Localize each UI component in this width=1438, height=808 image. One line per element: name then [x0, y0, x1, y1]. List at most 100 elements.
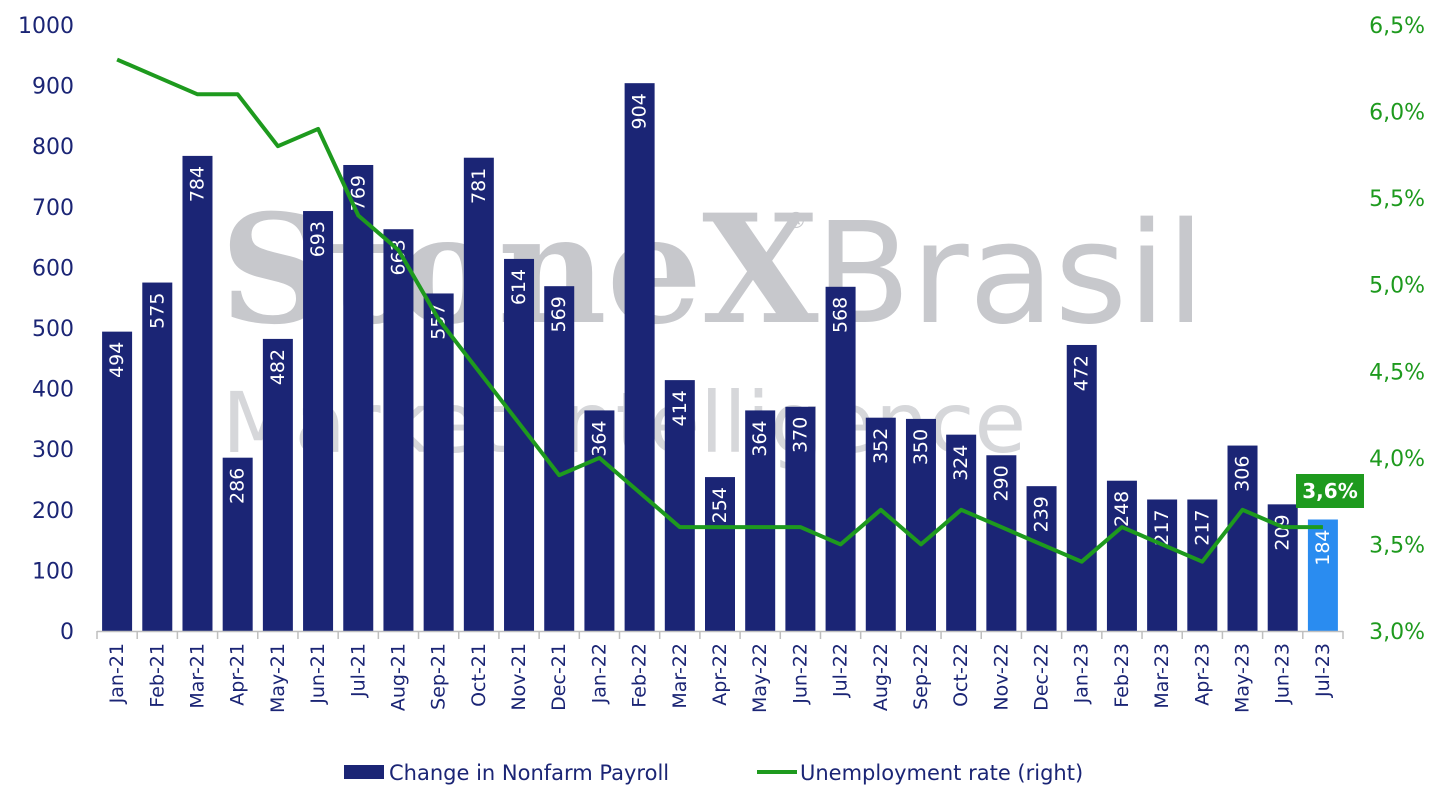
bar-value-label: 254	[709, 487, 731, 523]
bar-value-label: 414	[669, 390, 691, 426]
last-value-callout: 3,6%	[1296, 474, 1364, 508]
x-tick-label: Sep-22	[910, 643, 932, 710]
x-tick-label: Aug-21	[387, 643, 409, 711]
legend-bar-label: Change in Nonfarm Payroll	[389, 761, 669, 785]
right-tick-label: 6,5%	[1369, 14, 1425, 39]
x-tick-label: Mar-21	[186, 643, 208, 709]
right-tick-label: 5,5%	[1369, 187, 1425, 212]
payroll-bar	[946, 434, 977, 631]
x-tick-label: Jan-22	[588, 643, 610, 704]
payroll-bar	[584, 410, 615, 631]
left-tick-label: 1000	[18, 14, 74, 39]
bar-value-label: 575	[146, 293, 168, 329]
payroll-bar	[865, 417, 896, 631]
right-tick-label: 6,0%	[1369, 101, 1425, 126]
x-tick-label: Jul-22	[830, 643, 852, 698]
payroll-bar	[142, 282, 173, 631]
x-tick-label: Jul-23	[1312, 643, 1334, 698]
left-tick-label: 400	[32, 378, 74, 403]
left-tick-label: 900	[32, 75, 74, 100]
bar-value-label: 364	[749, 420, 771, 456]
payroll-bar	[825, 286, 856, 631]
bar-value-label: 784	[186, 166, 208, 202]
payroll-bar	[222, 457, 253, 631]
payroll-bar	[1307, 519, 1338, 631]
payroll-bar	[262, 338, 293, 631]
bar-value-label: 781	[468, 168, 490, 204]
x-tick-label: Apr-22	[709, 643, 731, 706]
bar-value-label: 693	[307, 221, 329, 257]
bar-labels: 4945757842864826937696635577816145693649…	[106, 93, 1334, 566]
left-tick-label: 600	[32, 256, 74, 281]
left-tick-label: 500	[32, 317, 74, 342]
bar-value-label: 494	[106, 342, 128, 378]
bar-value-label: 904	[629, 93, 651, 129]
left-tick-label: 700	[32, 196, 74, 221]
payroll-bar	[1106, 480, 1137, 631]
left-tick-label: 100	[32, 559, 74, 584]
payroll-bar	[383, 229, 414, 632]
right-tick-label: 5,0%	[1369, 274, 1425, 299]
bar-value-label: 614	[508, 269, 530, 305]
payroll-bar	[905, 418, 936, 631]
bar-value-label: 290	[990, 465, 1012, 501]
x-tick-label: Nov-21	[508, 643, 530, 711]
payroll-bar	[544, 286, 575, 631]
x-tick-label: Apr-23	[1191, 643, 1213, 706]
right-y-axis: 3,0% 3,5% 4,0% 4,5% 5,0% 5,5% 6,0% 6,5%	[1369, 14, 1425, 645]
left-tick-label: 800	[32, 135, 74, 160]
bar-value-label: 370	[789, 417, 811, 453]
legend-line-label: Unemployment rate (right)	[800, 761, 1083, 785]
payroll-bar	[1026, 486, 1057, 631]
payroll-bar	[624, 83, 655, 631]
watermark-registered: ®	[785, 209, 807, 234]
bar-value-label: 472	[1071, 355, 1093, 391]
bar-value-label: 569	[548, 296, 570, 332]
bar-value-label: 184	[1312, 529, 1334, 565]
payroll-bar	[785, 406, 816, 631]
bar-value-label: 482	[267, 349, 289, 385]
x-tick-label: Feb-22	[629, 643, 651, 708]
x-axis-ticks: Jan-21 Feb-21 Mar-21 Apr-21 May-21 Jun-21 Jul-…	[96, 631, 1344, 713]
unemployment-line	[116, 57, 1323, 564]
x-tick-label: Feb-23	[1111, 643, 1133, 708]
bar-value-label: 568	[830, 297, 852, 333]
right-tick-label: 3,5%	[1369, 533, 1425, 558]
bar-value-label: 769	[347, 175, 369, 211]
left-y-axis: 0 100 200 300 400 500 600 700 800 900 1000	[18, 14, 74, 645]
payroll-bar	[1227, 445, 1258, 631]
payroll-bar	[504, 258, 535, 631]
payroll-bar	[664, 380, 695, 631]
x-tick-label: Sep-21	[428, 643, 450, 710]
bar-value-label: 352	[870, 428, 892, 464]
bar-series	[102, 83, 1338, 632]
payroll-bar	[986, 455, 1017, 631]
x-tick-label: Dec-22	[1031, 643, 1053, 711]
bar-value-label: 217	[1191, 509, 1213, 545]
payroll-bar	[182, 155, 213, 631]
x-tick-label: Nov-22	[990, 643, 1012, 711]
watermark-tagline: Market Intelligence	[222, 374, 1026, 472]
x-tick-label: Apr-21	[227, 643, 249, 706]
x-tick-label: Jan-21	[106, 643, 128, 704]
bar-value-label: 324	[950, 445, 972, 481]
x-tick-label: Jun-21	[307, 643, 329, 705]
legend-bar-swatch	[344, 765, 384, 779]
callout-value: 3,6%	[1302, 479, 1357, 503]
left-tick-label: 200	[32, 499, 74, 524]
x-tick-label: Oct-22	[950, 643, 972, 707]
legend: Change in Nonfarm Payroll Unemployment r…	[344, 761, 1083, 785]
bar-value-label: 217	[1151, 509, 1173, 545]
right-tick-label: 4,5%	[1369, 360, 1425, 385]
payroll-bar	[303, 211, 334, 632]
x-tick-label: Jul-21	[347, 643, 369, 698]
bar-value-label: 364	[588, 420, 610, 456]
payroll-bar	[463, 157, 494, 632]
callout-box	[1296, 474, 1364, 508]
x-tick-label: Mar-23	[1151, 643, 1173, 709]
x-tick-label: Aug-22	[870, 643, 892, 711]
left-tick-label: 300	[32, 438, 74, 463]
bar-value-label: 286	[227, 468, 249, 504]
payroll-bar	[423, 293, 454, 631]
payroll-bar	[1147, 499, 1178, 631]
